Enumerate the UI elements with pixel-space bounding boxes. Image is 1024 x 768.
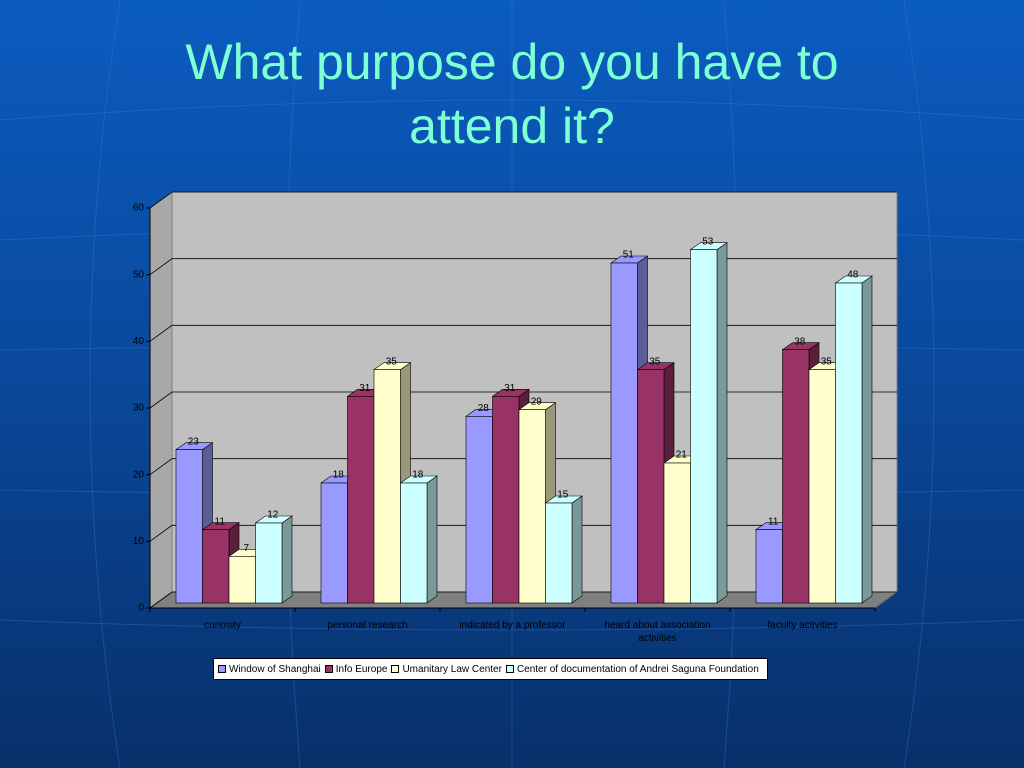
x-tick-label: faculty activities <box>767 620 838 631</box>
bar-side-shade <box>282 516 292 603</box>
bar <box>373 369 401 604</box>
grid-line <box>149 258 897 275</box>
legend-item: Center of documentation of Andrei Saguna… <box>505 663 759 675</box>
bar <box>782 349 810 604</box>
y-tick-label: 60 <box>133 203 145 214</box>
y-tick-label: 20 <box>133 469 145 480</box>
value-label: 21 <box>676 450 688 461</box>
bar <box>202 529 230 604</box>
y-tick-label: 10 <box>133 536 145 547</box>
legend-item: Info Europe <box>324 663 388 675</box>
bar <box>465 416 493 604</box>
value-label: 15 <box>557 490 569 501</box>
bar <box>400 482 428 604</box>
slide-title: What purpose do you have to attend it? <box>185 34 839 154</box>
value-label: 11 <box>215 516 226 527</box>
bar <box>690 249 718 604</box>
value-label: 31 <box>504 383 516 394</box>
value-label: 48 <box>847 270 859 281</box>
bar <box>492 396 520 604</box>
value-label: 31 <box>359 383 371 394</box>
legend-swatch <box>505 665 514 673</box>
value-label: 11 <box>768 516 779 527</box>
bar-side-shade <box>427 476 437 603</box>
value-label: 35 <box>386 356 398 367</box>
legend-item: Umanitary Law Center <box>391 663 502 675</box>
value-label: 18 <box>333 470 345 481</box>
value-label: 51 <box>623 250 635 261</box>
value-label: 35 <box>821 356 833 367</box>
value-label: 29 <box>531 396 543 407</box>
bar <box>175 449 203 604</box>
bar <box>347 396 375 604</box>
value-label: 12 <box>267 510 279 521</box>
bar-side-shade <box>862 276 872 603</box>
value-label: 28 <box>478 403 490 414</box>
legend-item: Window of Shanghai <box>218 664 321 675</box>
legend-label: Umanitary Law Center <box>402 663 502 675</box>
bar-side-shade <box>717 242 727 603</box>
legend-label: Window of Shanghai <box>229 663 321 675</box>
bar <box>255 522 283 604</box>
value-label: 53 <box>702 236 714 247</box>
value-label: 18 <box>412 470 424 481</box>
y-tick-label: 40 <box>133 336 145 347</box>
y-tick-label: 0 <box>138 603 144 614</box>
bar <box>663 462 691 604</box>
x-tick-label: indicated by a professor <box>459 620 566 631</box>
grid-line <box>149 324 897 342</box>
value-label: 23 <box>188 436 200 447</box>
value-label: 38 <box>794 336 806 347</box>
legend-label: Center of documentation of Andrei Saguna… <box>516 663 759 675</box>
x-tick-label: personal research <box>327 620 408 631</box>
bar <box>835 282 863 604</box>
legend-swatch <box>391 665 400 673</box>
legend-swatch <box>324 665 333 673</box>
legend-label: Info Europe <box>335 663 388 675</box>
bar <box>755 529 783 604</box>
legend: Window of Shanghai Info Europe Umanitary L… <box>213 658 768 680</box>
bar <box>637 369 665 604</box>
bar <box>545 502 573 604</box>
bar <box>320 482 348 604</box>
y-tick-label: 30 <box>133 403 145 414</box>
bar <box>228 556 256 604</box>
value-label: 35 <box>649 356 661 367</box>
grid-line <box>149 191 897 209</box>
bar <box>808 369 836 604</box>
bar <box>518 409 546 604</box>
y-tick-label: 50 <box>133 269 145 280</box>
legend-swatch <box>218 665 226 673</box>
x-tick-label: curiosity <box>204 620 241 631</box>
bar <box>610 262 638 604</box>
value-label: 7 <box>243 543 249 554</box>
bar-side-shade <box>572 496 582 603</box>
x-tick-label: heard about association activities <box>604 620 711 644</box>
